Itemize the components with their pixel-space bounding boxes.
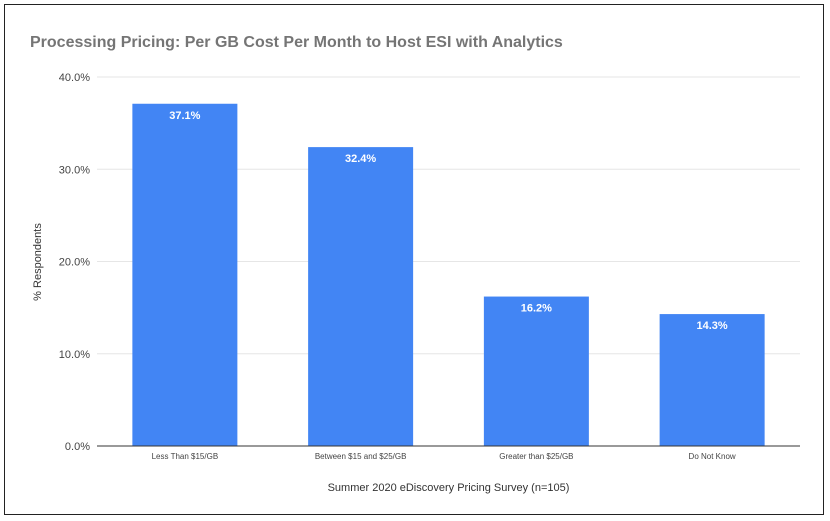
bars	[132, 103, 765, 447]
y-axis-title: % Respondents	[32, 223, 44, 301]
bar-value-label: 32.4%	[345, 153, 376, 165]
data-labels: 37.1% 32.4% 16.2% 14.3%	[169, 110, 728, 332]
x-axis-categories: Less Than $15/GB Between $15 and $25/GB Gr…	[152, 452, 736, 461]
x-category-label: Less Than $15/GB	[152, 452, 219, 461]
bar-value-label: 16.2%	[521, 303, 552, 315]
y-tick-label: 10.0%	[59, 349, 90, 361]
y-tick-label: 30.0%	[59, 164, 90, 176]
x-category-label: Greater than $25/GB	[499, 452, 573, 461]
bar	[659, 314, 765, 446]
bar	[483, 296, 589, 446]
y-tick-label: 20.0%	[59, 257, 90, 269]
y-axis-ticks: 0.0% 10.0% 20.0% 30.0% 40.0%	[59, 72, 90, 453]
x-category-label: Do Not Know	[689, 452, 736, 461]
y-tick-label: 40.0%	[59, 72, 90, 84]
x-category-label: Between $15 and $25/GB	[315, 452, 407, 461]
bar-value-label: 14.3%	[697, 320, 728, 332]
bar	[308, 147, 414, 447]
bar-value-label: 37.1%	[169, 110, 200, 122]
y-tick-label: 0.0%	[65, 441, 90, 453]
x-axis-title: Summer 2020 eDiscovery Pricing Survey (n…	[328, 482, 570, 494]
bar	[132, 103, 238, 446]
chart-title: Processing Pricing: Per GB Cost Per Mont…	[30, 34, 563, 51]
